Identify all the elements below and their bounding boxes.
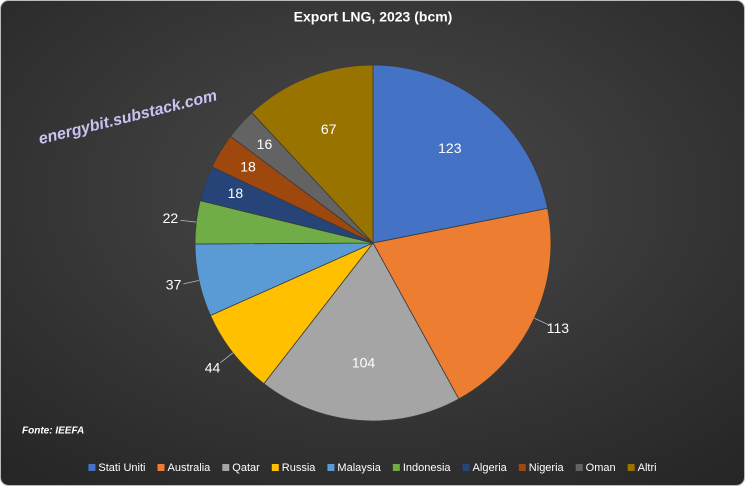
legend-swatch [327,464,335,471]
pie-slice [263,242,460,422]
source-note: Fonte: IEEFA [22,426,84,437]
leader-line [183,280,200,285]
pie-slice [372,64,549,244]
leader-line [180,219,197,223]
legend-swatch [88,464,96,471]
legend-label: Indonesia [403,462,452,474]
legend-swatch [518,464,526,471]
data-label: 104 [352,354,376,370]
legend-label: Altri [638,462,657,474]
legend-label: Nigeria [529,462,565,474]
legend: Stati Uniti Australia Qatar Russia Malaysia I… [88,462,657,474]
legend-label: Malaysia [337,462,381,474]
legend-label: Qatar [232,462,260,474]
data-label: 16 [257,136,273,152]
data-label: 123 [438,140,462,156]
legend-swatch [392,464,400,471]
data-label: 113 [547,320,570,336]
leader-line [220,352,234,364]
data-label: 37 [166,277,182,293]
legend-label: Russia [282,462,317,474]
legend-swatch [157,464,165,471]
legend-swatch [222,464,230,471]
legend-label: Algeria [473,462,508,474]
data-label: 18 [228,185,244,201]
chart-title: Export LNG, 2023 (bcm) [294,9,453,25]
pie-slice [251,64,374,245]
data-label: 67 [321,121,337,137]
legend-swatch [462,464,470,471]
data-label: 22 [163,210,179,226]
data-label: 44 [205,360,221,376]
leader-line [534,317,550,326]
data-label: 18 [240,158,256,174]
legend-swatch [575,464,583,471]
legend-swatch [271,464,279,471]
legend-label: Oman [586,462,616,474]
legend-label: Stati Uniti [98,462,145,474]
legend-label: Australia [167,462,211,474]
legend-swatch [627,464,635,471]
pie-slice [372,207,552,400]
